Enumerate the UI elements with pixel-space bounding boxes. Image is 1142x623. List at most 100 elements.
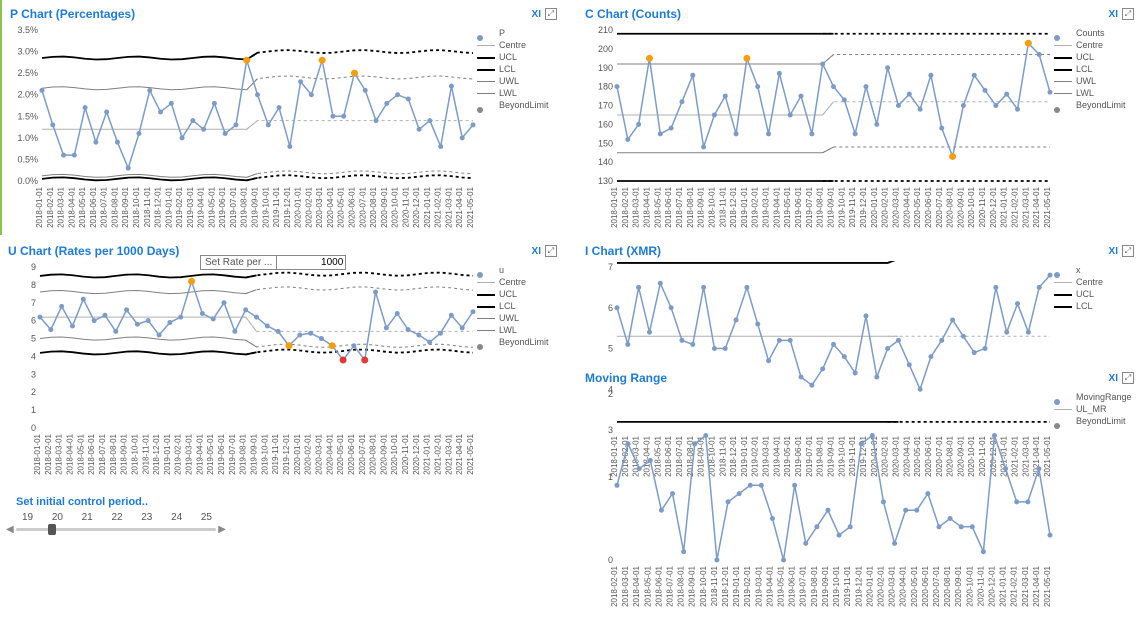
svg-text:2018-03-01: 2018-03-01 xyxy=(55,433,64,474)
svg-text:2019-03-01: 2019-03-01 xyxy=(762,186,771,227)
svg-text:2019-12-01: 2019-12-01 xyxy=(282,433,291,474)
svg-text:2018-02-01: 2018-02-01 xyxy=(610,565,619,606)
svg-text:2020-09-01: 2020-09-01 xyxy=(956,186,965,227)
svg-text:2018-05-01: 2018-05-01 xyxy=(653,186,662,227)
svg-text:9: 9 xyxy=(31,262,36,272)
i-chart-focus[interactable]: XI⤢ xyxy=(1109,245,1134,257)
p-chart-focus[interactable]: XI⤢ xyxy=(532,8,557,20)
svg-text:140: 140 xyxy=(598,157,613,167)
svg-text:2019-01-01: 2019-01-01 xyxy=(740,186,749,227)
svg-text:2018-11-01: 2018-11-01 xyxy=(141,433,150,474)
svg-text:2.5%: 2.5% xyxy=(17,68,38,78)
mr-chart-focus[interactable]: XI⤢ xyxy=(1109,372,1134,384)
legend-item-centre: Centre xyxy=(477,277,557,287)
svg-text:130: 130 xyxy=(598,176,613,186)
svg-text:2019-04-01: 2019-04-01 xyxy=(195,433,204,474)
u-chart-rate-input[interactable]: Set Rate per ... xyxy=(200,255,346,270)
p-chart: 0.0%0.5%1.0%1.5%2.0%2.5%3.0%3.5%2018-01-… xyxy=(10,24,477,233)
legend-item-lwl: LWL xyxy=(477,88,557,98)
svg-text:2020-10-01: 2020-10-01 xyxy=(965,565,974,606)
i-chart-title: I Chart (XMR) xyxy=(585,244,661,258)
svg-text:2019-06-01: 2019-06-01 xyxy=(218,186,227,227)
u-chart-title: U Chart (Rates per 1000 Days) xyxy=(8,244,179,258)
svg-text:2019-12-01: 2019-12-01 xyxy=(859,186,868,227)
svg-text:2018-10-01: 2018-10-01 xyxy=(132,186,141,227)
legend-item-ucl: UCL xyxy=(1054,52,1134,62)
svg-text:2019-01-01: 2019-01-01 xyxy=(163,433,172,474)
svg-text:2019-01-01: 2019-01-01 xyxy=(164,186,173,227)
svg-text:2019-08-01: 2019-08-01 xyxy=(240,186,249,227)
legend-item-uwl: UWL xyxy=(477,313,557,323)
svg-text:2018-08-01: 2018-08-01 xyxy=(110,186,119,227)
svg-text:7: 7 xyxy=(608,262,613,272)
svg-text:2018-01-01: 2018-01-01 xyxy=(610,186,619,227)
svg-text:2020-08-01: 2020-08-01 xyxy=(946,186,955,227)
c-chart-focus[interactable]: XI⤢ xyxy=(1109,8,1134,20)
u-chart-focus[interactable]: XI⤢ xyxy=(532,245,557,257)
svg-text:2019-02-01: 2019-02-01 xyxy=(743,565,752,606)
legend-item-centre: Centre xyxy=(1054,277,1134,287)
svg-text:2018-01-01: 2018-01-01 xyxy=(35,186,44,227)
svg-text:2018-11-01: 2018-11-01 xyxy=(710,565,719,606)
legend-item-ucl: UCL xyxy=(477,289,557,299)
svg-text:2021-03-01: 2021-03-01 xyxy=(1021,186,1030,227)
legend-item-beyondlimit: BeyondLimit xyxy=(477,337,557,347)
svg-text:2018-05-01: 2018-05-01 xyxy=(643,565,652,606)
svg-text:210: 210 xyxy=(598,25,613,35)
svg-text:2020-08-01: 2020-08-01 xyxy=(369,433,378,474)
svg-text:2019-09-01: 2019-09-01 xyxy=(250,433,259,474)
svg-text:2019-03-01: 2019-03-01 xyxy=(754,565,763,606)
svg-text:2018-04-01: 2018-04-01 xyxy=(632,565,641,606)
legend-item-movingrange: MovingRange xyxy=(1054,392,1134,402)
svg-text:2020-03-01: 2020-03-01 xyxy=(888,565,897,606)
svg-text:2019-11-01: 2019-11-01 xyxy=(843,565,852,606)
legend-item-lcl: LCL xyxy=(477,64,557,74)
svg-text:2: 2 xyxy=(31,387,36,397)
svg-text:2019-02-01: 2019-02-01 xyxy=(175,186,184,227)
svg-text:2018-07-01: 2018-07-01 xyxy=(675,186,684,227)
svg-text:2018-01-01: 2018-01-01 xyxy=(33,433,42,474)
svg-text:2018-08-01: 2018-08-01 xyxy=(677,565,686,606)
svg-text:2019-09-01: 2019-09-01 xyxy=(251,186,260,227)
svg-text:6: 6 xyxy=(608,303,613,313)
svg-text:2019-04-01: 2019-04-01 xyxy=(772,186,781,227)
legend-item-beyondlimit: BeyondLimit xyxy=(477,100,557,110)
svg-text:2021-01-01: 2021-01-01 xyxy=(423,433,432,474)
c-chart: 1301401501601701801902002102018-01-01201… xyxy=(585,24,1054,233)
svg-text:3.0%: 3.0% xyxy=(17,47,38,57)
svg-text:2020-12-01: 2020-12-01 xyxy=(412,186,421,227)
svg-text:2019-08-01: 2019-08-01 xyxy=(239,433,248,474)
svg-text:2019-12-01: 2019-12-01 xyxy=(854,565,863,606)
svg-text:2019-06-01: 2019-06-01 xyxy=(788,565,797,606)
p-chart-panel: P Chart (Percentages) XI⤢ 0.0%0.5%1.0%1.… xyxy=(0,0,565,235)
c-chart-panel: C Chart (Counts) XI⤢ 1301401501601701801… xyxy=(577,0,1142,235)
svg-text:2021-02-01: 2021-02-01 xyxy=(1010,565,1019,606)
rate-per-input[interactable] xyxy=(276,255,346,270)
svg-text:2019-12-01: 2019-12-01 xyxy=(283,186,292,227)
svg-text:2018-10-01: 2018-10-01 xyxy=(707,186,716,227)
dashboard-grid: P Chart (Percentages) XI⤢ 0.0%0.5%1.0%1.… xyxy=(0,0,1142,619)
svg-text:2018-10-01: 2018-10-01 xyxy=(130,433,139,474)
svg-text:2021-03-01: 2021-03-01 xyxy=(444,433,453,474)
control-period-slider[interactable]: ◀ ▶ xyxy=(16,523,216,535)
svg-text:2020-07-01: 2020-07-01 xyxy=(935,186,944,227)
svg-text:2021-02-01: 2021-02-01 xyxy=(1011,186,1020,227)
u-chart-panel: U Chart (Rates per 1000 Days) XI⤢ Set Ra… xyxy=(0,237,565,482)
svg-text:2019-05-01: 2019-05-01 xyxy=(777,565,786,606)
svg-text:2019-07-01: 2019-07-01 xyxy=(229,186,238,227)
svg-text:2018-06-01: 2018-06-01 xyxy=(654,565,663,606)
legend-item-lwl: LWL xyxy=(1054,88,1134,98)
mr-chart-panel: Moving Range XI⤢ 0122018-02-012018-03-01… xyxy=(577,364,1142,614)
svg-text:0.5%: 0.5% xyxy=(17,154,38,164)
svg-text:2020-11-01: 2020-11-01 xyxy=(401,186,410,227)
svg-text:2020-10-01: 2020-10-01 xyxy=(391,186,400,227)
legend-item-centre: Centre xyxy=(477,40,557,50)
svg-text:1.5%: 1.5% xyxy=(17,111,38,121)
svg-text:2019-08-01: 2019-08-01 xyxy=(816,186,825,227)
svg-text:2018-05-01: 2018-05-01 xyxy=(76,433,85,474)
svg-text:2018-12-01: 2018-12-01 xyxy=(729,186,738,227)
svg-text:2018-03-01: 2018-03-01 xyxy=(621,565,630,606)
svg-text:2020-11-01: 2020-11-01 xyxy=(978,186,987,227)
svg-text:2018-02-01: 2018-02-01 xyxy=(46,186,55,227)
mr-chart: 0122018-02-012018-03-012018-04-012018-05… xyxy=(585,388,1054,612)
